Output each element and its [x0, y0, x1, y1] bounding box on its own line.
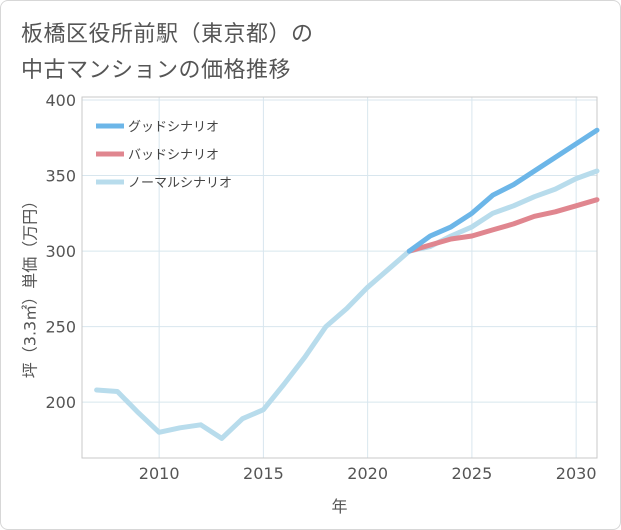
series-layer — [94, 127, 600, 441]
legend-label: グッドシナリオ — [128, 120, 219, 135]
x-axis-label: 年 — [331, 497, 347, 516]
x-tick-label: 2030 — [556, 464, 597, 483]
legend-label: バッドシナリオ — [128, 148, 219, 163]
x-tick-label: 2025 — [452, 464, 493, 483]
title-line-2: 中古マンションの価格推移 — [21, 58, 292, 83]
series-line-good — [406, 127, 600, 254]
y-tick-labels: 200 250 300 350 400 — [45, 91, 76, 412]
title-line-1: 板橋区役所前駅（東京都）の — [21, 22, 314, 47]
y-tick-label: 200 — [45, 393, 76, 412]
y-axis-label: 坪（3.3㎡）単価（万円） — [21, 193, 40, 378]
x-tick-label: 2010 — [139, 464, 180, 483]
legend-label: ノーマルシナリオ — [128, 176, 232, 191]
y-tick-label: 250 — [45, 318, 76, 337]
grid-lines — [82, 97, 597, 458]
x-tick-label: 2015 — [243, 464, 284, 483]
chart-title: 板橋区役所前駅（東京都）の 中古マンションの価格推移 — [21, 17, 581, 89]
x-tick-labels: 2010 2015 2020 2025 2030 — [139, 464, 597, 483]
y-tick-label: 350 — [45, 167, 76, 186]
series-line-bad — [406, 197, 600, 254]
plot-frame — [81, 96, 598, 459]
y-tick-label: 300 — [45, 242, 76, 261]
y-tick-label: 400 — [45, 91, 76, 110]
x-tick-label: 2020 — [347, 464, 388, 483]
series-line-normal — [94, 168, 600, 441]
